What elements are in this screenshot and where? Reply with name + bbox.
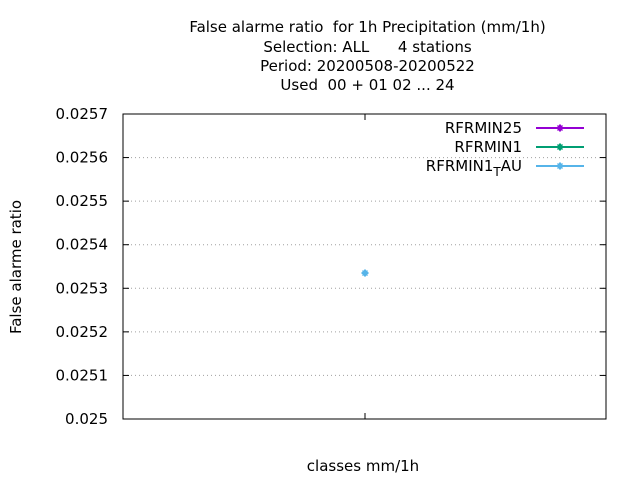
y-tick-label: 0.0252 — [56, 323, 109, 341]
data-points — [361, 269, 369, 277]
y-tick-label: 0.0256 — [56, 149, 109, 167]
plot-frame — [122, 113, 607, 420]
point-marker — [556, 124, 564, 132]
y-tick-label: 0.0251 — [56, 366, 109, 384]
y-axis-label: False alarme ratio — [7, 200, 25, 334]
y-tick-label: 0.0257 — [56, 105, 109, 123]
legend-label: RFRMIN25 — [445, 119, 522, 137]
legend-label: RFRMIN1TAU — [426, 157, 522, 179]
point-marker — [556, 143, 564, 151]
grid-lines — [123, 157, 606, 376]
x-axis-label: classes mm/1h — [307, 457, 419, 475]
y-ticks: 0.025 0.0251 0.0252 0.0253 0.0254 0.0255 0.025… — [56, 105, 606, 428]
legend-label: RFRMIN1 — [454, 138, 522, 156]
title-line-1: False alarme ratio for 1h Precipitation … — [189, 18, 546, 36]
y-tick-label: 0.0254 — [56, 236, 109, 254]
y-tick-label: 0.0255 — [56, 192, 109, 210]
title-line-2: Selection: ALL 4 stations — [263, 38, 472, 56]
y-tick-label: 0.025 — [65, 410, 108, 428]
point-marker — [361, 269, 369, 277]
title-line-4: Used 00 + 01 02 ... 24 — [280, 76, 455, 94]
title-line-3: Period: 20200508-20200522 — [260, 57, 475, 75]
y-tick-label: 0.0253 — [56, 279, 109, 297]
point-marker — [556, 162, 564, 170]
